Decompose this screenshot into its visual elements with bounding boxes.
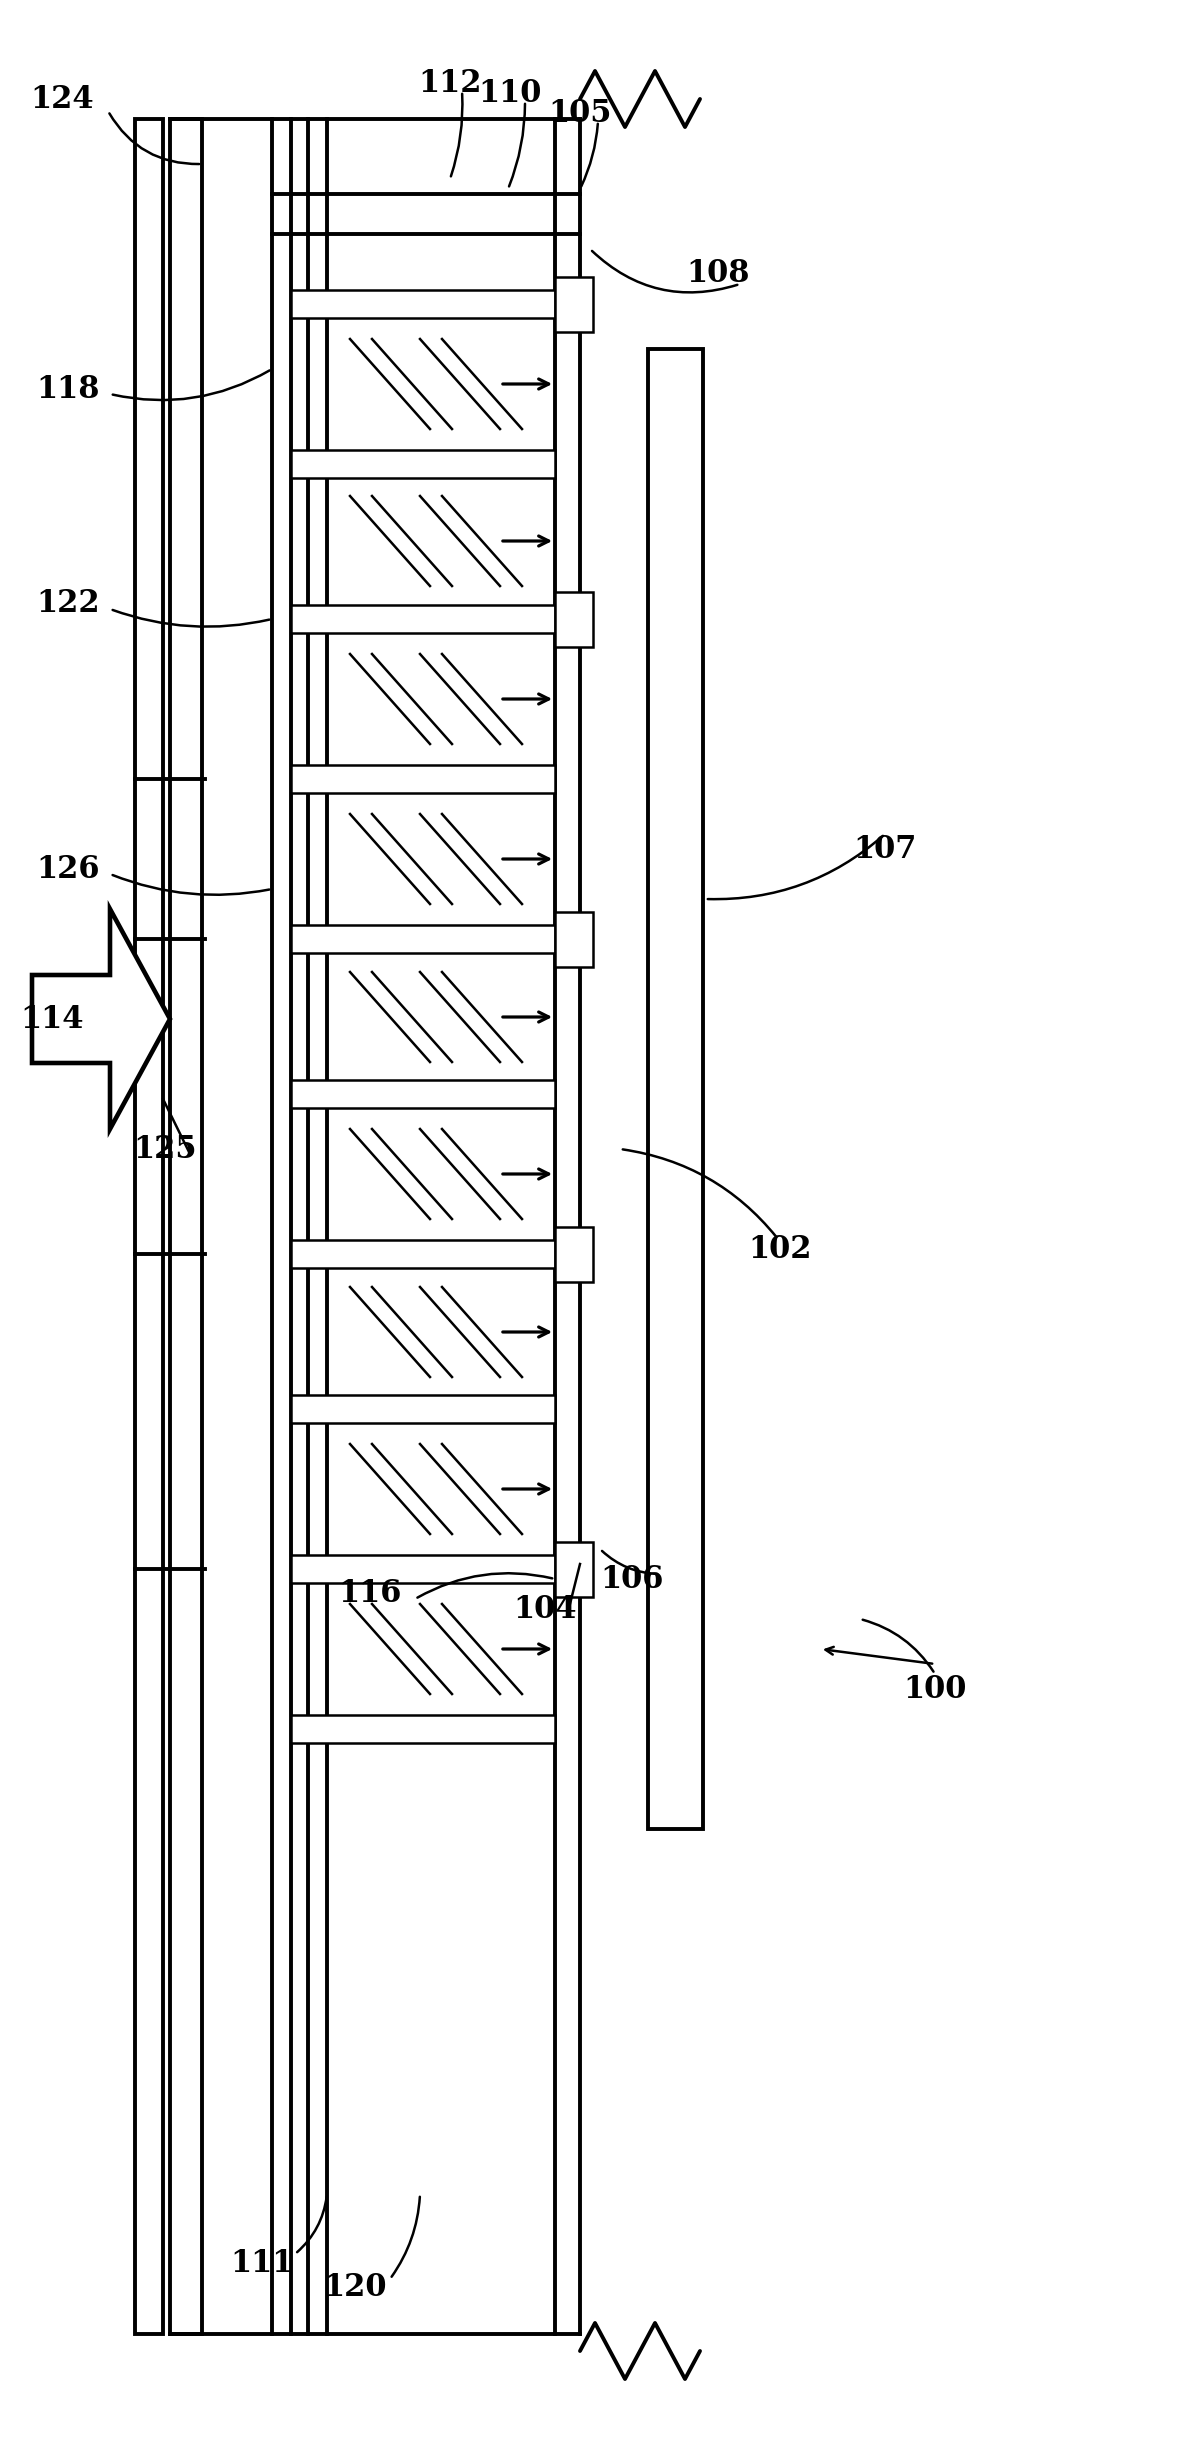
Bar — [291, 451, 556, 478]
Text: 112: 112 — [418, 69, 482, 100]
Text: 116: 116 — [338, 1580, 401, 1609]
Text: 105: 105 — [548, 98, 611, 130]
Bar — [291, 1239, 556, 1269]
Bar — [556, 1540, 594, 1597]
Polygon shape — [32, 909, 170, 1129]
Bar — [291, 1555, 556, 1582]
Text: 124: 124 — [30, 83, 94, 115]
Bar — [556, 593, 594, 647]
Text: 102: 102 — [748, 1234, 812, 1264]
Text: 106: 106 — [601, 1562, 664, 1594]
Text: 100: 100 — [903, 1673, 966, 1705]
Text: 125: 125 — [133, 1134, 197, 1166]
Text: 108: 108 — [686, 260, 750, 289]
Bar — [556, 911, 594, 967]
Bar — [291, 605, 556, 632]
Bar — [556, 277, 594, 331]
Text: 120: 120 — [323, 2273, 387, 2302]
Bar — [556, 1227, 594, 1281]
Bar — [291, 1080, 556, 1107]
Bar — [291, 1714, 556, 1744]
Text: 107: 107 — [853, 833, 916, 864]
Text: 104: 104 — [513, 1594, 577, 1624]
Bar — [648, 350, 703, 1829]
Text: 110: 110 — [478, 78, 541, 110]
Bar — [291, 764, 556, 793]
Bar — [135, 120, 163, 2334]
Text: 126: 126 — [37, 855, 100, 884]
Text: 114: 114 — [20, 1004, 84, 1033]
Bar — [170, 120, 202, 2334]
Bar — [291, 926, 556, 953]
Text: 111: 111 — [230, 2248, 293, 2280]
Bar — [291, 1396, 556, 1423]
Text: 122: 122 — [36, 588, 100, 620]
Text: 118: 118 — [37, 375, 100, 404]
Bar — [291, 289, 556, 318]
